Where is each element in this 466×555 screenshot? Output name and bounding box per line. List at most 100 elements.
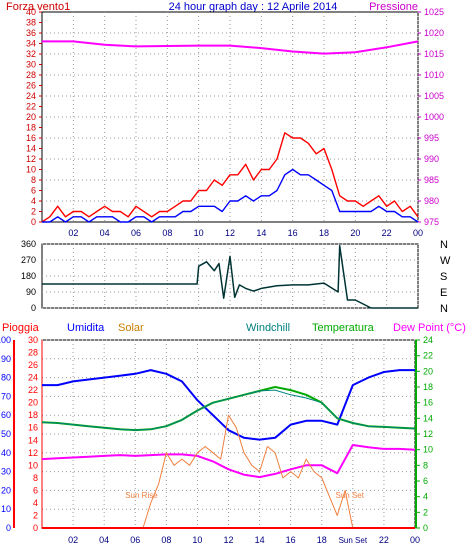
panel3-xtick-9: Sun Set (339, 536, 368, 545)
humidity-ticklabel-11: 22 (28, 385, 38, 395)
panel1-lticklabel-5: 10 (26, 165, 36, 175)
wind-axis-label: Forza vento1 (6, 1, 70, 13)
panel1-lticklabel-11: 22 (26, 102, 36, 112)
panel3-xtick-11: 00 (410, 535, 420, 545)
humidity-ticklabel-14: 28 (28, 348, 38, 358)
humidity-ticklabel-4: 8 (33, 473, 38, 483)
series-wind-avg (42, 168, 419, 223)
panel1-xtick-8: 18 (319, 228, 329, 238)
panel3-xtick-6: 14 (255, 535, 265, 545)
humidity-label: Umidita (67, 322, 105, 334)
series-wind-gust (41, 132, 419, 223)
panel1-lticklabel-3: 6 (31, 186, 36, 196)
panel1-xtick-4: 10 (194, 228, 204, 238)
humidity-ticklabel-0: 0 (33, 523, 38, 533)
panel3-xtick-0: 02 (68, 535, 78, 545)
panel2-lticklabel-1: 90 (26, 287, 36, 297)
temperature-ticklabel-4: 8 (423, 460, 428, 470)
panel1-xtick-5: 12 (225, 228, 235, 238)
panel1-lticklabel-19: 38 (26, 18, 36, 28)
panel1-xtick-6: 14 (256, 228, 266, 238)
humidity-ticklabel-1: 2 (33, 510, 38, 520)
panel1-xtick-0: 02 (68, 228, 78, 238)
panel1-lticklabel-2: 4 (31, 196, 36, 206)
panel1-rticklabel-3: 990 (424, 154, 439, 164)
temperature-ticklabel-2: 4 (423, 492, 428, 502)
dewpoint-label: Dew Point (°C) (393, 322, 466, 334)
panel1-lticklabel-13: 26 (26, 81, 36, 91)
solar-label: Solar (118, 322, 144, 334)
rain-label: Pioggia (2, 322, 40, 334)
rain-ticklabel-6: 60 (1, 410, 11, 420)
panel3-xtick-5: 12 (223, 535, 233, 545)
panel1-xtick-2: 06 (131, 228, 141, 238)
panel1-rticklabel-2: 985 (424, 175, 439, 185)
rain-ticklabel-2: 20 (1, 485, 11, 495)
temperature-label: Temperatura (312, 322, 375, 334)
rain-ticklabel-8: 80 (1, 373, 11, 383)
series-pressure (42, 40, 419, 55)
rain-humidity-temperature-panel: 02 04 06 08 10 12 14 16 18 Sun Set 22 0001020304050… (0, 335, 433, 545)
panel2-lticklabel-0: 0 (31, 303, 36, 313)
sun-rise-annotation: Sun Rise (125, 491, 158, 500)
humidity-ticklabel-5: 10 (28, 460, 38, 470)
rain-ticklabel-5: 50 (1, 429, 11, 439)
temperature-ticklabel-11: 22 (423, 351, 433, 361)
panel1-rticklabel-6: 1005 (424, 91, 444, 101)
panel2-rticklabel-3: E (440, 287, 447, 299)
series-windchill (41, 389, 416, 431)
panel2-lticklabel-2: 180 (21, 271, 36, 281)
panel1-xtick-3: 08 (162, 228, 172, 238)
temperature-ticklabel-3: 6 (423, 476, 428, 486)
series-solar (42, 414, 415, 529)
panel1-xtick-11: 00 (413, 228, 423, 238)
rain-ticklabel-4: 40 (1, 448, 11, 458)
panel1-lticklabel-6: 12 (26, 154, 36, 164)
series-direction (42, 245, 418, 309)
panel3-xtick-7: 16 (286, 535, 296, 545)
panel1-xtick-10: 22 (382, 228, 392, 238)
panel1-xtick-1: 04 (100, 228, 110, 238)
humidity-ticklabel-2: 4 (33, 498, 38, 508)
temperature-ticklabel-0: 0 (423, 523, 428, 533)
humidity-ticklabel-9: 18 (28, 410, 38, 420)
rain-ticklabel-1: 10 (1, 504, 11, 514)
panel2-rticklabel-0: N (440, 239, 448, 251)
rain-ticklabel-3: 30 (1, 467, 11, 477)
panel1-rticklabel-7: 1010 (424, 70, 444, 80)
panel1-lticklabel-4: 8 (31, 175, 36, 185)
pressure-axis-label: Pressione (369, 1, 418, 13)
panel1-lticklabel-10: 20 (26, 112, 36, 122)
panel3-xtick-3: 08 (161, 535, 171, 545)
temperature-ticklabel-9: 18 (423, 382, 433, 392)
humidity-ticklabel-6: 12 (28, 448, 38, 458)
panel3-xtick-2: 06 (130, 535, 140, 545)
panel1-lticklabel-18: 36 (26, 28, 36, 38)
panel3-xtick-4: 10 (192, 535, 202, 545)
panel2-rticklabel-2: S (440, 271, 447, 283)
sun-set-annotation: Sun Set (335, 491, 364, 500)
panel1-rticklabel-8: 1015 (424, 49, 444, 59)
panel1-lticklabel-14: 28 (26, 70, 36, 80)
panel1-rticklabel-1: 980 (424, 196, 439, 206)
humidity-ticklabel-3: 6 (33, 485, 38, 495)
panel1-xtick-7: 16 (288, 228, 298, 238)
panel1-lticklabel-17: 34 (26, 39, 36, 49)
panel1-lticklabel-1: 2 (31, 207, 36, 217)
panel2-lticklabel-3: 270 (21, 255, 36, 265)
windchill-label: Windchill (246, 322, 290, 334)
temperature-ticklabel-5: 10 (423, 445, 433, 455)
humidity-ticklabel-15: 30 (28, 335, 38, 345)
panel1-lticklabel-8: 16 (26, 133, 36, 143)
panel1-rticklabel-10: 1025 (424, 7, 444, 17)
panel1-lticklabel-15: 30 (26, 60, 36, 70)
panel1-lticklabel-16: 32 (26, 49, 36, 59)
panel1-lticklabel-20: 40 (26, 7, 36, 17)
temperature-ticklabel-10: 20 (423, 366, 433, 376)
series-dewpoint (41, 444, 416, 479)
panel1-rticklabel-4: 995 (424, 133, 439, 143)
panel3-xtick-1: 04 (99, 535, 109, 545)
panel1-rticklabel-9: 1020 (424, 28, 444, 38)
panel2-rticklabel-1: W (440, 255, 451, 267)
